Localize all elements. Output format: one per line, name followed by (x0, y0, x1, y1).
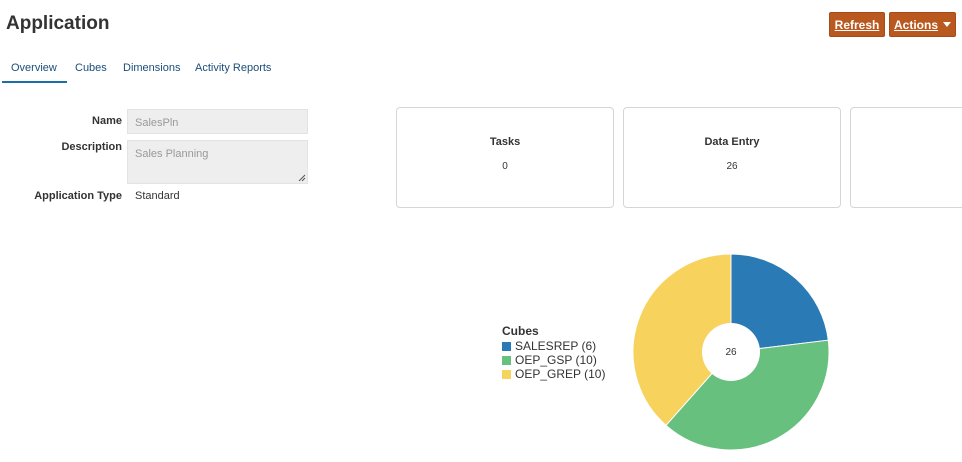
tab-bar: Overview Cubes Dimensions Activity Repor… (0, 60, 962, 85)
legend-item: OEP_GREP (10) (502, 367, 605, 381)
refresh-button-label: Refresh (834, 17, 880, 32)
card-title: Tasks (489, 136, 521, 148)
donut-hole (702, 323, 760, 381)
active-tab-indicator (2, 81, 67, 83)
tab-overview[interactable]: Overview (11, 62, 57, 74)
legend-label: OEP_GSP (10) (515, 353, 597, 367)
pie-slice-salesrep[interactable] (730, 253, 829, 353)
legend-swatch (502, 369, 511, 379)
legend-title: Cubes (502, 324, 539, 338)
chart-legend: Cubes SALESREP (6) OEP_GSP (10) OEP_GREP… (502, 324, 605, 381)
card-title: Data Entry (704, 136, 760, 148)
actions-button-label: Actions (893, 17, 938, 32)
tab-activity-reports[interactable]: Activity Reports (195, 62, 272, 74)
resize-grip-icon[interactable] (298, 174, 306, 182)
tab-cubes[interactable]: Cubes (75, 62, 107, 74)
legend-label: SALESREP (6) (515, 339, 597, 353)
legend-item: OEP_GSP (10) (502, 353, 605, 367)
tasks-card[interactable]: Tasks 0 (396, 107, 614, 208)
legend-swatch (502, 341, 511, 351)
application-type-value: Standard (135, 190, 180, 202)
description-label: Description (61, 141, 122, 153)
refresh-button[interactable]: Refresh (829, 12, 885, 37)
pie-slice-oep-gsp[interactable] (665, 339, 830, 451)
legend-swatch (502, 355, 511, 365)
card-value: 0 (502, 161, 508, 172)
legend-label: OEP_GREP (10) (515, 367, 606, 381)
name-label: Name (92, 115, 122, 127)
actions-button[interactable]: Actions (889, 12, 956, 37)
card-value: 26 (726, 161, 738, 172)
partial-card[interactable] (850, 107, 962, 208)
page-title: Application (6, 13, 110, 34)
data-entry-card[interactable]: Data Entry 26 (623, 107, 841, 208)
description-text: Sales Planning (135, 148, 209, 160)
legend-item: SALESREP (6) (502, 339, 605, 353)
caret-down-icon (943, 22, 951, 27)
cubes-donut-chart: 26 (632, 253, 830, 451)
application-type-label: Application Type (34, 190, 122, 202)
name-field[interactable]: SalesPln (127, 109, 308, 134)
description-field[interactable]: Sales Planning (127, 140, 308, 184)
pie-slice-oep-grep[interactable] (632, 253, 732, 427)
donut-center-label: 26 (725, 347, 737, 358)
tab-dimensions[interactable]: Dimensions (123, 62, 181, 74)
